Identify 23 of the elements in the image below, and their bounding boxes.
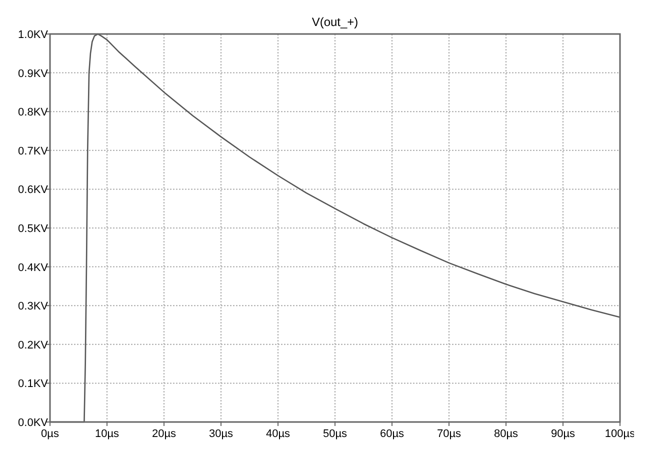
y-tick-label: 0.6KV	[18, 184, 49, 196]
y-tick-label: 1.0KV	[18, 29, 49, 41]
x-tick-label: 80µs	[494, 428, 519, 440]
y-tick-label: 0.8KV	[18, 106, 49, 119]
x-tick-label: 70µs	[436, 428, 462, 440]
y-tick-label: 0.9KV	[18, 68, 49, 80]
x-tick-label: 20µs	[152, 428, 177, 440]
x-tick-label: 60µs	[380, 428, 405, 440]
y-tick-label: 0.0KV	[18, 417, 49, 429]
x-tick-label: 40µs	[266, 428, 291, 440]
y-tick-label: 0.1KV	[18, 378, 49, 390]
x-tick-label: 30µs	[208, 428, 234, 440]
y-tick-label: 0.2KV	[18, 339, 49, 352]
x-tick-label: 0µs	[41, 428, 60, 440]
y-tick-label: 0.4KV	[18, 262, 49, 274]
y-tick-label: 0.7KV	[18, 145, 49, 158]
chart-title: V(out_+)	[312, 15, 358, 29]
line-series	[49, 33, 621, 423]
x-tick-label: 10µs	[94, 428, 120, 440]
x-tick-label: 50µs	[322, 428, 348, 440]
x-tick-label: 90µs	[550, 428, 576, 440]
y-tick-label: 0.5KV	[18, 223, 49, 235]
y-tick-label: 0.3KV	[18, 300, 49, 313]
